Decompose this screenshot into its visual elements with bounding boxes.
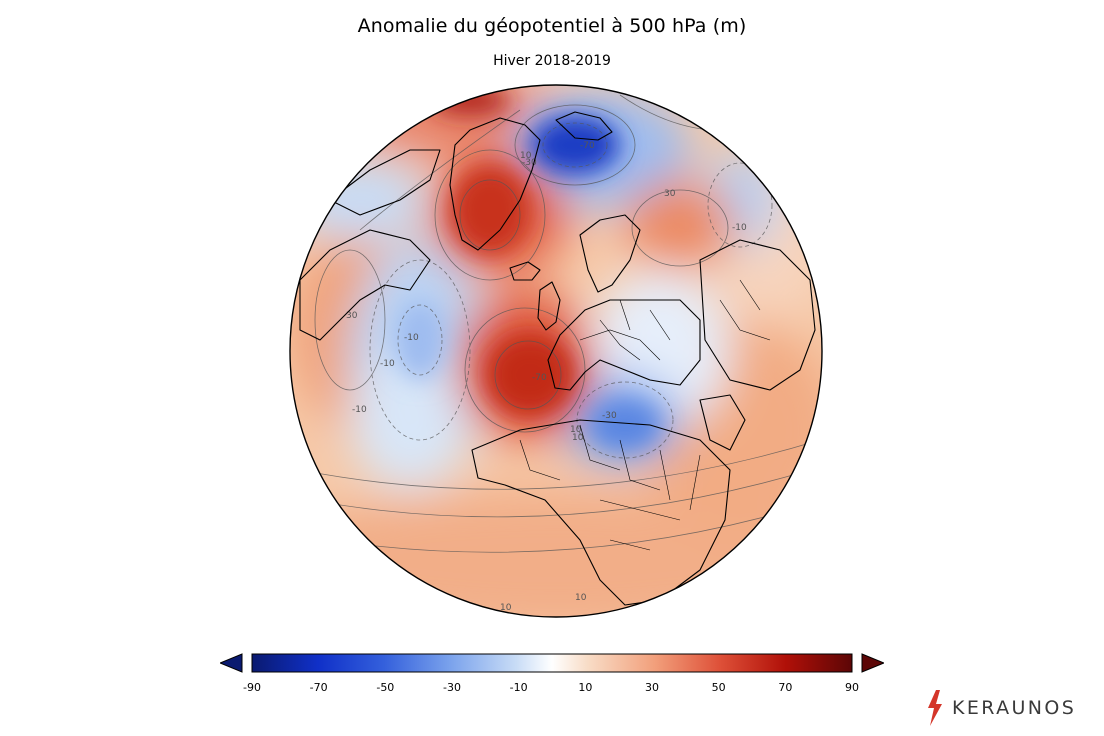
contour-label: 10 [572, 433, 584, 443]
colorbar-tick-label: -70 [309, 681, 328, 694]
asia-coast [699, 239, 816, 391]
europe-coast [547, 299, 701, 391]
coastlines [299, 111, 816, 606]
contour-lines [299, 94, 821, 553]
contour-label: -30 [602, 411, 617, 421]
africa-coast [471, 419, 731, 606]
svalbard-coast [555, 111, 613, 141]
colorbar-graphic [220, 653, 884, 673]
map-title: Anomalie du géopotentiel à 500 hPa (m) [357, 15, 747, 37]
contour-label: -10 [352, 405, 367, 415]
colorbar-tick-label: -90 [243, 681, 261, 694]
contour-label: 10 [500, 603, 512, 613]
borders [519, 279, 771, 551]
globe: 30 -10 -10 -10 10 30 -70 -70 10 -30 -10 … [290, 85, 822, 617]
colorbar-tick-label: -50 [376, 681, 395, 694]
canada-coast [329, 149, 441, 216]
colorbar-bar [251, 653, 853, 673]
iceland-coast [509, 261, 541, 281]
contour-label: 10 [575, 593, 587, 603]
keraunos-logo: KERAUNOS [926, 688, 1086, 728]
lightning-bolt-icon [928, 690, 942, 726]
british-isles-coast [537, 281, 561, 331]
contour-label: -70 [532, 373, 547, 383]
colorbar-tick-label: 10 [578, 681, 593, 694]
colorbar-tick-label: -10 [509, 681, 528, 694]
colorbar: -90 -70 -50 -30 -10 10 30 50 70 90 [220, 648, 884, 694]
colorbar-tick-label: 50 [711, 681, 726, 694]
colorbar-min-arrow [220, 653, 243, 673]
globe-outline [289, 84, 823, 618]
contour-label-group: 30 -10 -10 -10 10 30 -70 -70 10 -30 -10 … [346, 141, 747, 613]
contour-label: -10 [732, 223, 747, 233]
north-america-coast [299, 229, 431, 341]
contour-label: 30 [346, 311, 358, 321]
colorbar-tick-label: 30 [645, 681, 659, 694]
scandinavia-coast [579, 214, 641, 293]
contour-label: 30 [664, 189, 676, 199]
contour-label: 10 [520, 151, 532, 161]
colorbar-tick-label: -30 [443, 681, 461, 694]
contour-label: -10 [404, 333, 419, 343]
contour-label: -30 [522, 158, 537, 168]
contour-label: -70 [580, 141, 595, 151]
contour-label: 10 [570, 425, 582, 435]
colorbar-max-arrow [861, 653, 884, 673]
arabia-coast [699, 394, 746, 451]
greenland-coast [449, 117, 541, 251]
map-subtitle: Hiver 2018-2019 [493, 53, 611, 69]
brand-name: KERAUNOS [952, 697, 1077, 719]
colorbar-tick-label: 70 [778, 681, 793, 694]
colorbar-tick-label: 90 [845, 681, 859, 694]
contour-label: -10 [380, 359, 395, 369]
